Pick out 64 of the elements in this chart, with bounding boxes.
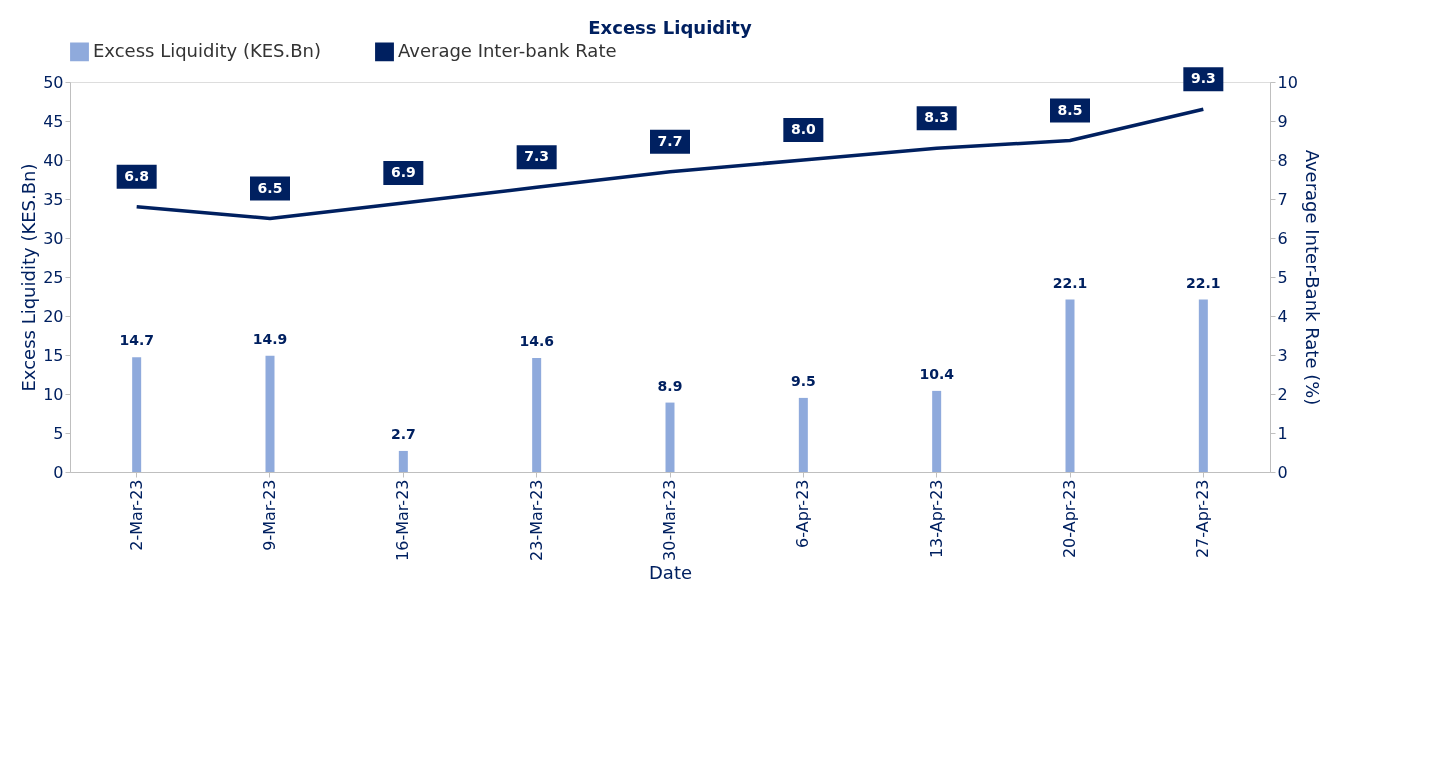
bar xyxy=(665,402,675,472)
y2-tick-label: 5 xyxy=(1277,267,1288,287)
data-label: 8.3 xyxy=(924,109,950,126)
x-tick-label: 2-Mar-23 xyxy=(126,479,146,551)
bar xyxy=(798,397,808,472)
y2-tick-label: 7 xyxy=(1277,189,1288,209)
data-label: 14.9 xyxy=(252,330,288,347)
bar xyxy=(932,390,942,472)
x-tick-label: 20-Apr-23 xyxy=(1060,479,1079,559)
y2-tick-label: 9 xyxy=(1277,111,1288,131)
x-tick-label: 13-Apr-23 xyxy=(926,479,946,559)
y-tick-label: 30 xyxy=(43,228,64,248)
x-tick-label: 6-Apr-23 xyxy=(793,479,813,548)
y2-tick-label: 2 xyxy=(1277,384,1288,404)
data-label: 7.3 xyxy=(524,148,550,165)
data-label: 14.6 xyxy=(519,333,554,350)
data-label: 9.3 xyxy=(1190,70,1216,87)
bar xyxy=(532,358,542,472)
y2-tick-label: 8 xyxy=(1277,150,1288,170)
data-label: 7.7 xyxy=(657,132,683,149)
data-label: 6.5 xyxy=(257,179,283,196)
data-label: 8.9 xyxy=(657,377,683,394)
data-label: 2.7 xyxy=(390,425,416,442)
data-label: 22.1 xyxy=(1052,274,1088,291)
data-label: 6.9 xyxy=(390,163,416,180)
data-label: 8.0 xyxy=(790,121,816,137)
legend-label: Average Inter-bank Rate xyxy=(398,39,617,61)
data-label: 10.4 xyxy=(919,365,955,382)
x-tick-label: 27-Apr-23 xyxy=(1193,479,1213,559)
y-tick-label: 5 xyxy=(53,423,64,443)
x-tick-label: 16-Mar-23 xyxy=(393,479,413,561)
legend-label: Excess Liquidity (KES.Bn) xyxy=(93,39,322,61)
y-tick-label: 0 xyxy=(53,462,64,482)
data-label: 22.1 xyxy=(1186,274,1221,291)
bar xyxy=(265,355,275,472)
y-tick-label: 10 xyxy=(43,384,64,404)
bar xyxy=(132,357,142,472)
data-label: 8.5 xyxy=(1057,101,1083,118)
bar xyxy=(1198,299,1208,472)
y2-axis-title: Average Inter-Bank Rate (%) xyxy=(1301,149,1323,406)
y-tick-label: 40 xyxy=(43,150,64,170)
y2-tick-label: 3 xyxy=(1277,345,1288,365)
bar xyxy=(1065,299,1075,472)
y2-tick-label: 4 xyxy=(1277,306,1288,326)
y-tick-label: 50 xyxy=(43,72,64,92)
data-label: 14.7 xyxy=(119,332,154,349)
y2-tick-label: 0 xyxy=(1277,462,1288,482)
x-tick-label: 23-Mar-23 xyxy=(526,479,546,561)
x-axis-title: Date xyxy=(648,561,693,583)
data-label: 6.8 xyxy=(124,167,150,184)
y2-tick-label: 10 xyxy=(1277,72,1298,92)
bar xyxy=(398,450,408,472)
y2-tick-label: 1 xyxy=(1277,423,1288,443)
y-tick-label: 20 xyxy=(43,306,64,326)
y-tick-label: 15 xyxy=(43,345,64,365)
x-tick-label: 9-Mar-23 xyxy=(260,479,279,551)
y-tick-label: 45 xyxy=(43,111,64,131)
y-tick-label: 35 xyxy=(43,189,64,209)
chart-title: Excess Liquidity xyxy=(588,17,752,38)
y-tick-label: 25 xyxy=(43,267,64,287)
y2-tick-label: 6 xyxy=(1277,228,1288,248)
data-label: 9.5 xyxy=(790,372,816,389)
x-tick-label: 30-Mar-23 xyxy=(660,479,679,561)
y-axis-title: Excess Liquidity (KES.Bn) xyxy=(18,163,40,392)
